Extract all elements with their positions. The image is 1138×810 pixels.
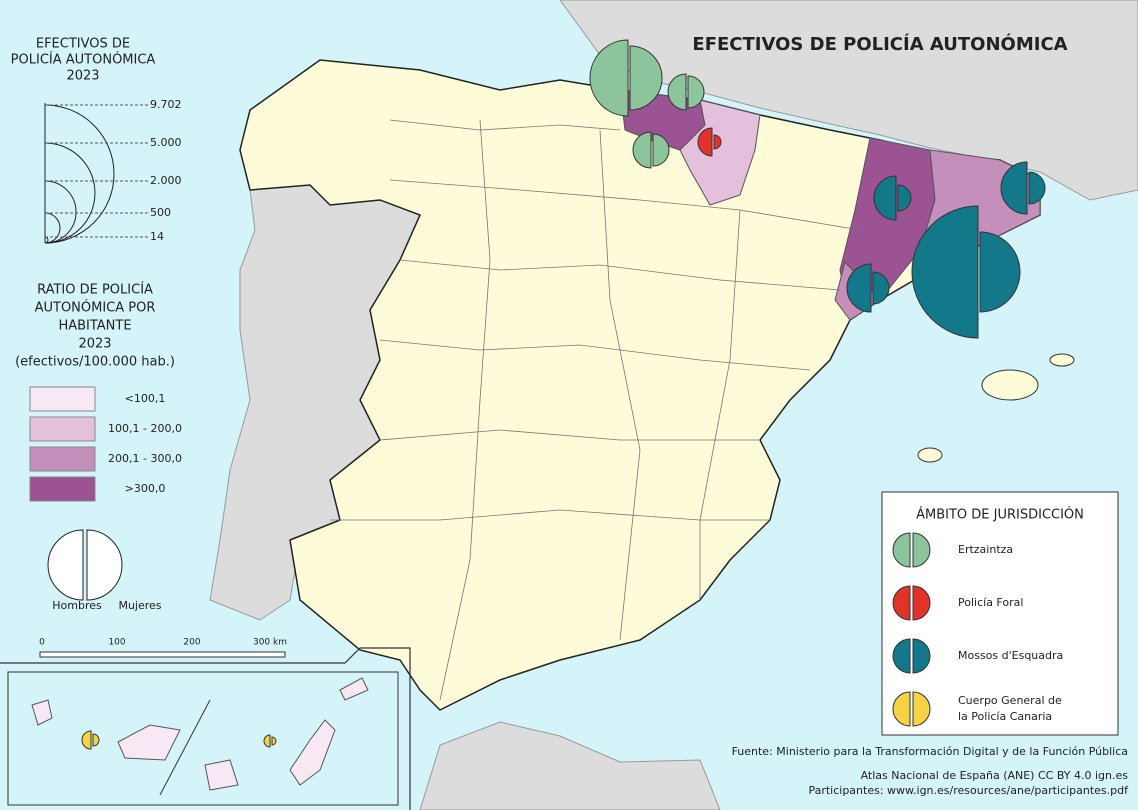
scale-bar: [39, 651, 286, 658]
border: [379, 429, 760, 441]
scale-label: 100: [108, 638, 125, 648]
size-label: 500: [150, 206, 171, 219]
symbol-women: [713, 134, 722, 150]
scale-label: 0: [39, 638, 45, 648]
border: [699, 209, 741, 600]
size-legend-title: POLICÍA AUTONÓMICA: [11, 52, 156, 68]
symbol-men: [873, 175, 897, 221]
legend-men: [892, 638, 911, 674]
symbol-women: [92, 733, 100, 747]
africa: [419, 721, 721, 810]
inset-divider: [159, 699, 211, 796]
symbol-men: [697, 127, 713, 157]
size-legend-title: EFECTIVOS DE: [36, 37, 130, 52]
ratio-swatch: [29, 416, 96, 442]
border: [399, 259, 841, 291]
ratio-legend-title: AUTONÓMICA POR: [35, 300, 156, 316]
scale-label: 300 km: [253, 638, 287, 648]
legend-men: [892, 691, 911, 727]
symbol-men: [81, 730, 92, 750]
border: [389, 179, 861, 231]
canarias-inset: [7, 671, 399, 806]
title: EFECTIVOS DE POLICÍA AUTONÓMICA: [692, 33, 1067, 55]
ratio-legend-title: (efectivos/100.000 hab.): [15, 355, 175, 370]
spain: [239, 59, 1041, 711]
ratio-label: >300,0: [125, 482, 166, 495]
symbol-women: [629, 45, 663, 111]
ibiza: [917, 447, 943, 463]
ratio-label: 100,1 - 200,0: [108, 422, 182, 435]
source: Atlas Nacional de España (ANE) CC BY 4.0…: [861, 769, 1129, 782]
ratio-label: <100,1: [125, 392, 166, 405]
source: Fuente: Ministerio para la Transformació…: [732, 745, 1128, 758]
legend-women: [912, 532, 931, 568]
symbol-men: [1000, 161, 1028, 215]
sex-label: Mujeres: [118, 599, 161, 612]
symbol-men: [667, 73, 687, 111]
legend-label: Ertzaintza: [958, 543, 1013, 556]
ratio-label: 200,1 - 300,0: [108, 452, 182, 465]
island: [31, 699, 53, 726]
symbol-women: [897, 184, 912, 212]
border: [599, 129, 641, 641]
symbol-men: [263, 734, 271, 748]
size-arc: [44, 104, 115, 244]
inset-frame: [0, 647, 411, 810]
legend-men: [892, 585, 911, 621]
island: [204, 759, 239, 791]
island: [339, 677, 369, 701]
symbol-women: [652, 133, 670, 167]
symbol-men: [846, 263, 872, 313]
sex-men: [47, 529, 84, 601]
ratio-swatch: [29, 446, 96, 472]
border: [389, 119, 621, 131]
size-arc: [44, 180, 77, 244]
legend-men: [892, 532, 911, 568]
symbol-women: [979, 231, 1021, 313]
symbol-men: [911, 205, 979, 339]
ratio-legend-title: RATIO DE POLICÍA: [37, 282, 153, 298]
size-label: 9.702: [150, 98, 182, 111]
sex-label: Hombres: [52, 599, 102, 612]
menorca: [1049, 353, 1075, 367]
border: [439, 119, 491, 701]
mallorca: [981, 369, 1039, 401]
island: [289, 719, 336, 786]
size-arc: [44, 212, 61, 244]
legend-label: Cuerpo General de: [958, 694, 1062, 707]
ratio-swatch: [29, 476, 96, 502]
size-arc: [44, 142, 96, 244]
symbol-women: [1028, 171, 1046, 205]
scale-label: 200: [183, 638, 200, 648]
ratio-swatch: [29, 386, 96, 412]
symbol-men: [632, 131, 652, 169]
border: [330, 509, 770, 521]
symbol-men: [589, 39, 629, 117]
ratio-legend-title: HABITANTE: [58, 319, 131, 334]
source: Participantes: www.ign.es/resources/ane/…: [808, 784, 1129, 797]
size-label: 2.000: [150, 174, 182, 187]
jurisdiction-legend-title: ÁMBITO DE JURISDICCIÓN: [916, 507, 1084, 523]
symbol-women: [872, 271, 890, 305]
legend-women: [912, 691, 931, 727]
size-label: 14: [150, 230, 164, 243]
border: [379, 339, 811, 371]
island: [117, 724, 181, 761]
legend-label: Mossos d'Esquadra: [958, 649, 1063, 662]
symbol-women: [271, 736, 277, 746]
navarra: [679, 99, 761, 206]
legend-label: la Policía Canaria: [958, 710, 1052, 723]
symbol-women: [687, 75, 705, 109]
legend-women: [912, 585, 931, 621]
legend-women: [912, 638, 931, 674]
size-label: 5.000: [150, 136, 182, 149]
sex-women: [86, 529, 123, 601]
legend-label: Policía Foral: [958, 596, 1023, 609]
size-legend-title: 2023: [66, 69, 99, 84]
ratio-legend-title: 2023: [78, 337, 111, 352]
